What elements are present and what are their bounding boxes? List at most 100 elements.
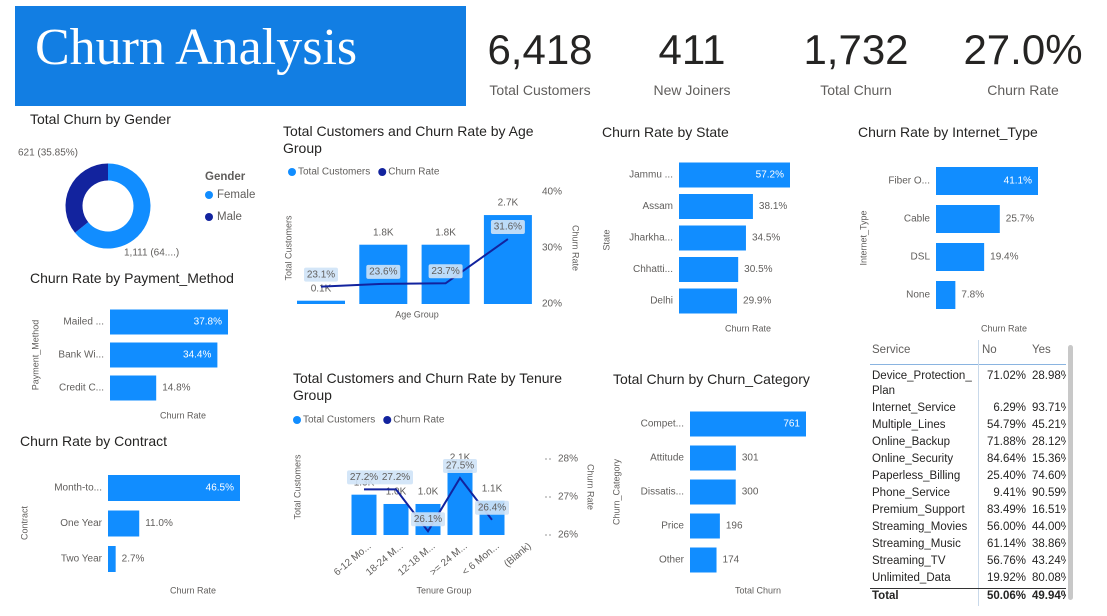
table-cell: 44.00% [1032,521,1066,533]
chart-title: Churn Rate by Contract [20,433,168,449]
line-label: 26.1% [414,514,442,525]
kpi-label: New Joiners [653,82,731,98]
data-label: 25.7% [1006,214,1034,225]
line-label: 23.6% [369,266,397,277]
data-label: 37.8% [194,317,222,328]
table-cell: 9.41% [993,487,1026,499]
dashboard-title: Churn Analysis [35,19,358,76]
table-cell: Device_Protection_Plan [872,370,972,397]
label-background [347,470,381,485]
category-label: Price [661,521,684,532]
y2-tick-label: 30% [542,243,562,254]
table-cell: 84.64% [986,453,1026,465]
y-axis-label: Total Customers [292,454,302,520]
title-banner: Churn Analysis [15,6,466,106]
table-cell: Service [872,344,911,356]
bar [108,475,240,501]
table-cell: 19.92% [986,572,1026,584]
label-background [304,267,338,282]
x-axis-label: Total Churn [735,585,781,595]
y2-tick-label: 27% [558,492,578,503]
table-cell: Total [872,590,899,602]
table-cell: 74.60% [1032,470,1066,482]
category-label: Other [659,555,685,566]
data-label: 174 [723,555,740,566]
line-label: 23.7% [431,266,459,277]
table-cell: 43.24% [1032,555,1066,567]
column-divider [978,340,979,606]
kpi-value: 411 [658,26,726,73]
bar [690,479,736,505]
bar [447,469,473,535]
table-cell: No [982,344,997,356]
bar [110,342,218,368]
legend-marker [288,168,296,176]
legend-marker [205,213,213,221]
category-label: Assam [642,201,673,212]
legend-marker [293,416,301,424]
kpi-value: 1,732 [803,26,909,73]
legend-label: Churn Rate [393,415,445,426]
x-axis-label: Age Group [395,309,439,319]
total-divider [870,588,1066,589]
bar-label: 2.7K [498,198,519,209]
y2-tick-label: 26% [558,530,578,541]
table-cell: Streaming_TV [872,555,946,567]
line-label: 27.2% [350,472,378,483]
category-label: Delhi [650,296,673,307]
bar-label: 1.0K [386,487,407,498]
table-cell: 15.36% [1032,453,1066,465]
table-cell: Multiple_Lines [872,419,946,431]
table-cell: Internet_Service [872,402,956,414]
chart-title: Churn Rate by State [602,124,729,140]
table-cell: 28.98% [1032,370,1066,382]
label-background [490,220,525,235]
category-label: None [906,290,930,301]
y2-tick-label: 28% [558,454,578,465]
bar [110,375,157,401]
bar [679,257,739,282]
category-label: DSL [911,252,931,263]
bar [383,503,409,535]
data-label: 301 [742,453,759,464]
label-background [428,264,463,279]
data-label: 11.0% [145,518,173,529]
kpi-label: Total Churn [820,82,892,98]
legend-label: Total Customers [303,415,375,426]
data-label: 7.8% [961,290,984,301]
table-cell: Yes [1032,344,1051,356]
x-axis-label: Tenure Group [416,585,471,595]
category-label: Dissatis... [641,487,684,498]
table-cell: 71.88% [986,436,1026,448]
table-cell: 93.71% [1032,402,1066,414]
line-label: 31.6% [494,222,522,233]
category-label: Mailed ... [63,317,104,328]
data-label: 14.8% [162,383,190,394]
data-label: 34.5% [752,233,780,244]
bar-label: 1.1K [482,484,503,495]
bar [690,513,720,539]
data-label: 30.5% [744,264,772,275]
category-label: Jharkha... [629,233,673,244]
bar [351,494,377,535]
chart-title: Total Churn by Churn_Category [613,371,810,387]
bar [936,167,1038,195]
bar [936,243,985,271]
x-axis-label: Churn Rate [981,323,1027,333]
data-label: 300 [742,487,759,498]
table-cell: Premium_Support [872,504,965,516]
table-cell: 45.21% [1032,419,1066,431]
table-cell: 61.14% [986,538,1026,550]
table-cell: 71.02% [986,370,1026,382]
table-cell: Online_Backup [872,436,950,448]
category-label: Credit C... [59,383,104,394]
kpi-value: 27.0% [963,26,1083,73]
label-background [475,500,509,515]
category-label: Attitude [650,453,684,464]
bar-label: 2.1K [450,452,471,463]
category-label: Compet... [641,419,684,430]
table-cell: Online_Security [872,453,954,465]
table-cell: 49.94% [1032,590,1066,602]
scrollbar[interactable] [1068,345,1073,600]
